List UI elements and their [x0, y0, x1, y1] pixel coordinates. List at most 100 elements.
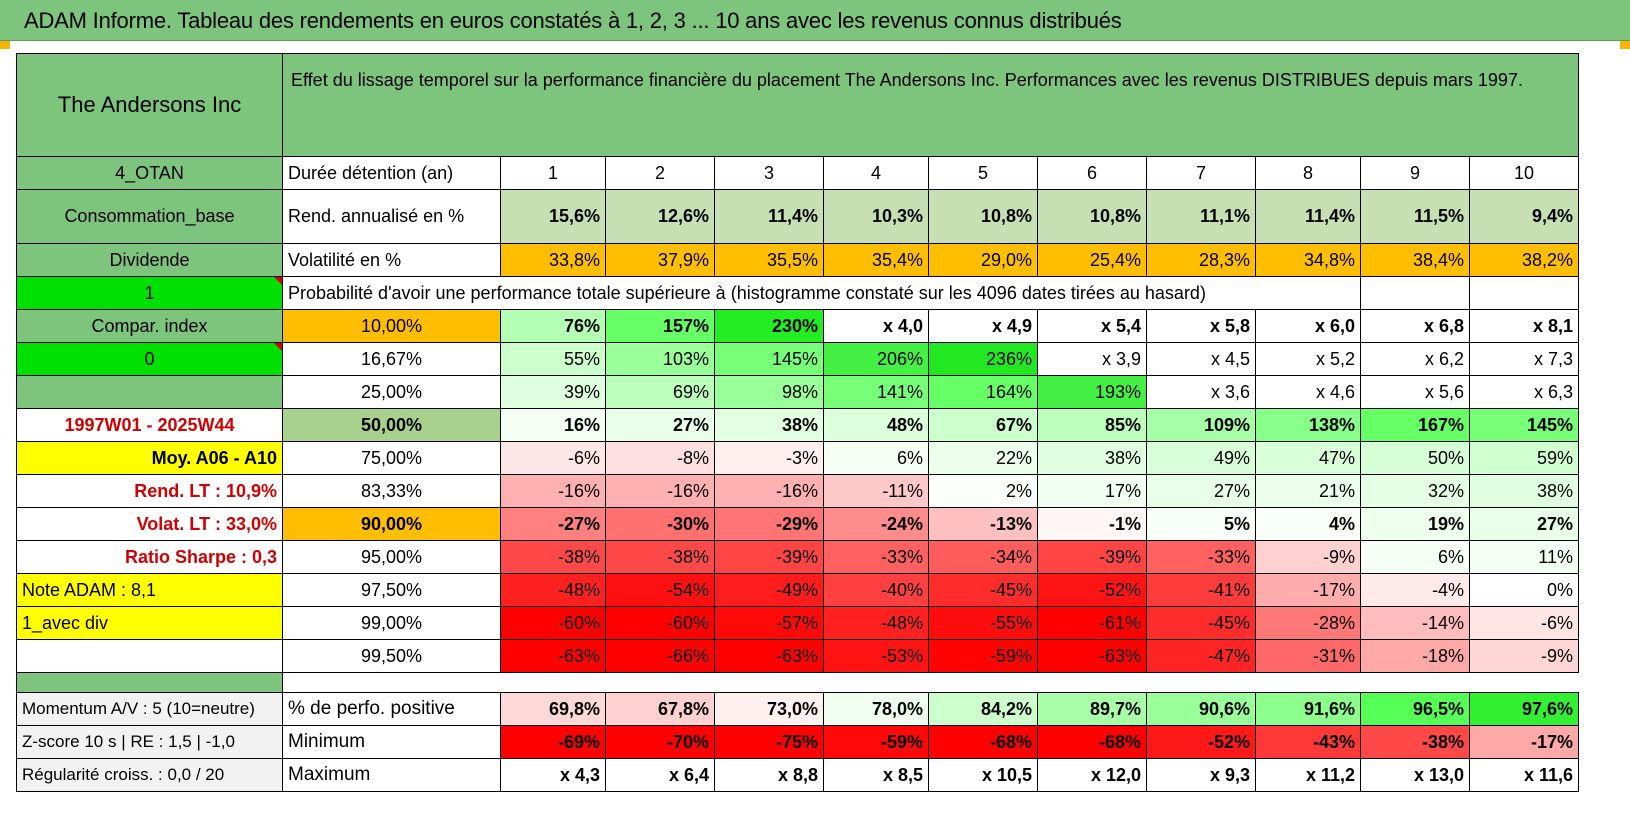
- table-row: 0 16,67% 55% 103% 145% 206% 236% x 3,9 x 4,5 x 5,…: [16, 342, 1579, 376]
- value-cell: 6%: [1360, 540, 1470, 574]
- value-cell: -31%: [1255, 639, 1361, 673]
- value-cell: -55%: [928, 606, 1038, 640]
- value-cell: -27%: [500, 507, 606, 541]
- value-cell: 2%: [928, 474, 1038, 508]
- table-row: 1 Probabilité d'avoir une performance tot…: [16, 276, 1579, 310]
- footer-side-label: Z-score 10 s | RE : 1,5 | -1,0: [16, 725, 283, 759]
- value-cell: 76%: [500, 309, 606, 343]
- value-cell: 12,6%: [605, 189, 715, 244]
- value-cell: -48%: [823, 606, 929, 640]
- value-cell: x 11,2: [1255, 758, 1361, 792]
- side-label: 4_OTAN: [16, 156, 283, 190]
- value-cell: -70%: [605, 725, 715, 759]
- value-cell: 69,8%: [500, 692, 606, 726]
- value-cell: x 12,0: [1037, 758, 1147, 792]
- side-label: 1_avec div: [16, 606, 283, 640]
- value-cell: 48%: [823, 408, 929, 442]
- row-label: 83,33%: [282, 474, 501, 508]
- value-cell: 84,2%: [928, 692, 1038, 726]
- value-cell: 2: [605, 156, 715, 190]
- value-cell: 91,6%: [1255, 692, 1361, 726]
- row-label: 25,00%: [282, 375, 501, 409]
- value-cell: -63%: [500, 639, 606, 673]
- value-cell: -1%: [1037, 507, 1147, 541]
- value-cell: x 6,2: [1360, 342, 1470, 376]
- value-cell: 22%: [928, 441, 1038, 475]
- side-label: Ratio Sharpe : 0,3: [16, 540, 283, 574]
- value-cell: x 4,6: [1255, 375, 1361, 409]
- value-cell: -9%: [1255, 540, 1361, 574]
- row-label: 75,00%: [282, 441, 501, 475]
- value-cell: 5%: [1146, 507, 1256, 541]
- returns-table: The Andersons Inc Effet du lissage tempo…: [16, 53, 1579, 792]
- spacer-blank: [282, 672, 1579, 693]
- value-cell: x 4,3: [500, 758, 606, 792]
- value-cell: 29,0%: [928, 243, 1038, 277]
- table-row: Consommation_base Rend. annualisé en % 15,…: [16, 189, 1579, 244]
- value-cell: -57%: [714, 606, 824, 640]
- value-cell: -59%: [928, 639, 1038, 673]
- value-cell: -40%: [823, 573, 929, 607]
- side-label: Dividende: [16, 243, 283, 277]
- value-cell: x 5,4: [1037, 309, 1147, 343]
- value-cell: 59%: [1469, 441, 1579, 475]
- value-cell: -38%: [605, 540, 715, 574]
- value-cell: -3%: [714, 441, 824, 475]
- value-cell: 38%: [714, 408, 824, 442]
- value-cell: -38%: [500, 540, 606, 574]
- value-cell: -53%: [823, 639, 929, 673]
- value-cell: 47%: [1255, 441, 1361, 475]
- comment-marker-icon: [274, 277, 282, 285]
- value-cell: -52%: [1037, 573, 1147, 607]
- value-cell: -9%: [1469, 639, 1579, 673]
- value-cell: x 13,0: [1360, 758, 1470, 792]
- value-cell: 11%: [1469, 540, 1579, 574]
- value-cell: 96,5%: [1360, 692, 1470, 726]
- left-edge-marker: [0, 41, 10, 49]
- value-cell: -63%: [714, 639, 824, 673]
- value-cell: -48%: [500, 573, 606, 607]
- value-cell: -8%: [605, 441, 715, 475]
- value-cell: -52%: [1146, 725, 1256, 759]
- header-row: The Andersons Inc Effet du lissage tempo…: [16, 53, 1579, 157]
- side-label: Note ADAM : 8,1: [16, 573, 283, 607]
- row-label: 95,00%: [282, 540, 501, 574]
- table-row: 25,00% 39% 69% 98% 141% 164% 193% x 3,6 x 4,6 x 5…: [16, 375, 1579, 409]
- value-cell: 15,6%: [500, 189, 606, 244]
- value-cell: 6: [1037, 156, 1147, 190]
- value-cell: -33%: [1146, 540, 1256, 574]
- value-cell: x 11,6: [1469, 758, 1579, 792]
- value-cell: 1: [500, 156, 606, 190]
- value-cell: x 10,5: [928, 758, 1038, 792]
- table-row: Moy. A06 - A10 75,00% -6% -8% -3% 6% 22% 38% 49%…: [16, 441, 1579, 475]
- table-row: 1_avec div 99,00% -60% -60% -57% -48% -55% -61%…: [16, 606, 1579, 640]
- value-cell: -38%: [1360, 725, 1470, 759]
- value-cell: 4%: [1255, 507, 1361, 541]
- row-label: Rend. annualisé en %: [282, 189, 501, 244]
- value-cell: x 3,9: [1037, 342, 1147, 376]
- value-cell: 11,4%: [714, 189, 824, 244]
- row-label: 90,00%: [282, 507, 501, 541]
- value-cell: 6%: [823, 441, 929, 475]
- value-cell: x 5,2: [1255, 342, 1361, 376]
- value-cell: 27%: [1146, 474, 1256, 508]
- side-label: Volat. LT : 33,0%: [16, 507, 283, 541]
- value-cell: 85%: [1037, 408, 1147, 442]
- value-cell: 206%: [823, 342, 929, 376]
- row-label: 99,50%: [282, 639, 501, 673]
- value-cell: 157%: [605, 309, 715, 343]
- value-cell: 21%: [1255, 474, 1361, 508]
- value-cell: -14%: [1360, 606, 1470, 640]
- value-cell: 9: [1360, 156, 1470, 190]
- value-cell: -33%: [823, 540, 929, 574]
- value-cell: x 4,5: [1146, 342, 1256, 376]
- value-cell: 3: [714, 156, 824, 190]
- row-label: 97,50%: [282, 573, 501, 607]
- value-cell: -13%: [928, 507, 1038, 541]
- value-cell: -39%: [1037, 540, 1147, 574]
- value-cell: -75%: [714, 725, 824, 759]
- table-description: Effet du lissage temporel sur la perform…: [282, 53, 1579, 157]
- value-cell: 11,1%: [1146, 189, 1256, 244]
- value-cell: -17%: [1255, 573, 1361, 607]
- value-cell: 38,4%: [1360, 243, 1470, 277]
